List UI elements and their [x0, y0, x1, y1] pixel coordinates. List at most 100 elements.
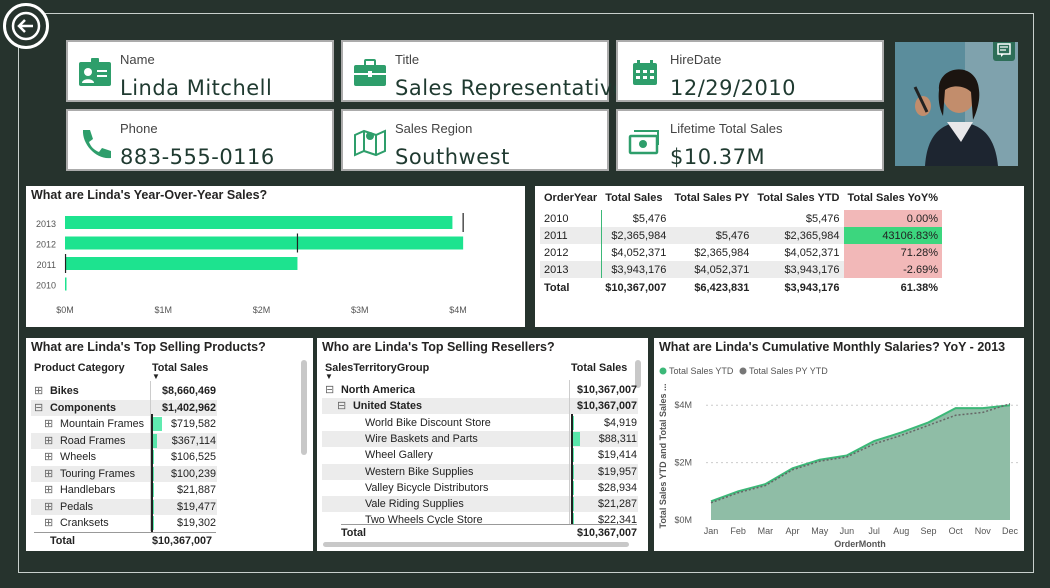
resellers-title: Who are Linda's Top Selling Resellers?: [322, 340, 555, 354]
data-bar: [572, 513, 574, 528]
resellers-scrollbar-v[interactable]: [635, 360, 641, 388]
area-x-tick: May: [811, 526, 829, 536]
matrix-row-label[interactable]: Pedals: [60, 500, 94, 513]
sales-bar[interactable]: [65, 277, 67, 291]
resellers-matrix: SalesTerritoryGroup Total Sales ▼ ⊟ North…: [317, 338, 648, 551]
resellers-col-sales[interactable]: Total Sales: [571, 362, 628, 374]
bar-y-tick: 2010: [36, 281, 56, 291]
expand-icon[interactable]: ⊞: [44, 500, 54, 513]
collapse-icon[interactable]: ⊟: [34, 401, 44, 414]
matrix-row-label[interactable]: Bikes: [50, 385, 79, 397]
calendar-icon: [633, 60, 657, 85]
area-y-label: Total Sales YTD and Total Sales ...: [658, 383, 668, 528]
products-scrollbar[interactable]: [301, 360, 307, 455]
row-stripe: [31, 399, 217, 416]
comment-button[interactable]: [993, 42, 1015, 61]
legend-label-ytd[interactable]: Total Sales YTD: [669, 366, 734, 376]
lifetime-value: $10.37M: [670, 145, 766, 169]
yoy-table: OrderYear Total Sales Total Sales PY Total …: [540, 189, 942, 295]
yoy-cell: 0.00%: [843, 210, 942, 227]
ytd-line[interactable]: [710, 404, 1011, 503]
expand-icon[interactable]: ⊞: [44, 467, 54, 480]
products-col-category[interactable]: Product Category: [34, 362, 125, 374]
yoy-column-header[interactable]: OrderYear: [544, 192, 598, 204]
hiredate-label: HireDate: [670, 52, 722, 67]
yoy-cell: 2011: [540, 227, 602, 244]
card-lifetime-sales: Lifetime Total Sales $10.37M: [616, 109, 884, 171]
yoy-table-header: OrderYear Total Sales Total Sales PY Total …: [540, 189, 942, 210]
matrix-row-label[interactable]: Components: [50, 401, 116, 414]
area-x-tick: Aug: [893, 526, 909, 536]
matrix-row-label[interactable]: Mountain Frames: [60, 418, 145, 430]
title-value: Sales Representative: [395, 76, 627, 100]
matrix-row-label[interactable]: Wheels: [60, 451, 97, 463]
matrix-row-label[interactable]: Wheel Gallery: [365, 449, 433, 462]
matrix-row-label[interactable]: Touring Frames: [60, 467, 136, 480]
lifetime-label: Lifetime Total Sales: [670, 121, 783, 136]
map-icon: [354, 129, 386, 157]
name-label: Name: [120, 52, 155, 67]
matrix-row-label[interactable]: Cranksets: [60, 517, 109, 529]
yoy-table-row: 2012 $4,052,371 $2,365,984 $4,052,371 71.28%: [540, 244, 942, 261]
yoy-column-header[interactable]: Total Sales PY: [674, 192, 750, 204]
yoy-bar-chart: $0M $1M $2M $3M $4M 2013 2012 2011 2010: [36, 213, 467, 315]
matrix-row-label[interactable]: Western Bike Supplies: [365, 465, 474, 478]
expand-icon[interactable]: ⊞: [44, 434, 54, 447]
collapse-icon[interactable]: ⊟: [325, 384, 335, 396]
matrix-row-label[interactable]: Vale Riding Supplies: [365, 498, 464, 511]
matrix-row-label[interactable]: North America: [341, 384, 415, 396]
yoy-cell: $5,476: [670, 227, 754, 244]
matrix-row-label[interactable]: United States: [353, 400, 422, 413]
back-button[interactable]: [3, 3, 49, 49]
sales-bar[interactable]: [65, 216, 453, 229]
data-bar: [152, 417, 163, 431]
legend-label-py[interactable]: Total Sales PY YTD: [749, 366, 828, 376]
yoy-column-header[interactable]: Total Sales: [605, 192, 663, 204]
yoy-table-panel: OrderYear Total Sales Total Sales PY Total …: [535, 186, 1024, 327]
matrix-row-label[interactable]: Wire Baskets and Parts: [365, 432, 478, 445]
collapse-icon[interactable]: ⊟: [337, 400, 347, 413]
area-x-tick: Dec: [1002, 526, 1019, 536]
py-ytd-line[interactable]: [710, 403, 1011, 504]
expand-icon[interactable]: ⊞: [44, 418, 54, 430]
bar-y-tick: 2013: [36, 219, 56, 229]
data-bar: [572, 464, 574, 479]
area-x-label: OrderMonth: [834, 539, 886, 549]
matrix-row-label[interactable]: Valley Bicycle Distributors: [365, 481, 489, 494]
matrix-row-value: $88,311: [598, 432, 637, 445]
yoy-column-header[interactable]: Total Sales YTD: [757, 192, 840, 204]
matrix-row-label[interactable]: Two Wheels Cycle Store: [365, 514, 483, 527]
bar-x-tick: $1M: [154, 305, 172, 315]
products-col-sales[interactable]: Total Sales: [152, 362, 209, 374]
yoy-column-header[interactable]: Total Sales YoY%: [847, 192, 938, 204]
yoy-cell: $3,943,176: [753, 261, 844, 278]
sales-bar[interactable]: [65, 236, 464, 250]
resellers-scrollbar-h[interactable]: [323, 542, 629, 547]
expand-icon[interactable]: ⊞: [44, 451, 54, 463]
sales-bar[interactable]: [65, 257, 298, 270]
expand-icon[interactable]: ⊞: [34, 385, 44, 397]
yoy-total-cell: 61.38%: [900, 282, 938, 294]
hiredate-value: 12/29/2010: [670, 76, 797, 100]
matrix-row-label[interactable]: Road Frames: [60, 434, 126, 447]
cumulative-area-chart: Total Sales YTD Total Sales PY YTD $0M $2M $…: [658, 366, 1019, 549]
resellers-col-group[interactable]: SalesTerritoryGroup: [325, 362, 430, 374]
data-bar: [152, 483, 154, 497]
row-stripe: [31, 498, 217, 515]
yoy-cell: $4,052,371: [670, 261, 754, 278]
area-x-tick: Oct: [949, 526, 964, 536]
matrix-row-label[interactable]: World Bike Discount Store: [365, 416, 491, 429]
products-total-value: $10,367,007: [152, 532, 216, 548]
title-label: Title: [395, 52, 420, 67]
expand-icon[interactable]: ⊞: [44, 484, 54, 496]
area-x-tick: Sep: [920, 526, 936, 536]
ytd-area[interactable]: [711, 405, 1010, 520]
matrix-row-label[interactable]: Handlebars: [60, 484, 116, 496]
card-title: Title Sales Representative: [341, 40, 626, 102]
expand-icon[interactable]: ⊞: [44, 517, 54, 529]
data-bar: [572, 415, 574, 430]
bar-baseline: [571, 414, 573, 526]
yoy-total-cell: $3,943,176: [784, 282, 840, 294]
name-value: Linda Mitchell: [120, 76, 273, 100]
row-stripe: [322, 398, 638, 415]
